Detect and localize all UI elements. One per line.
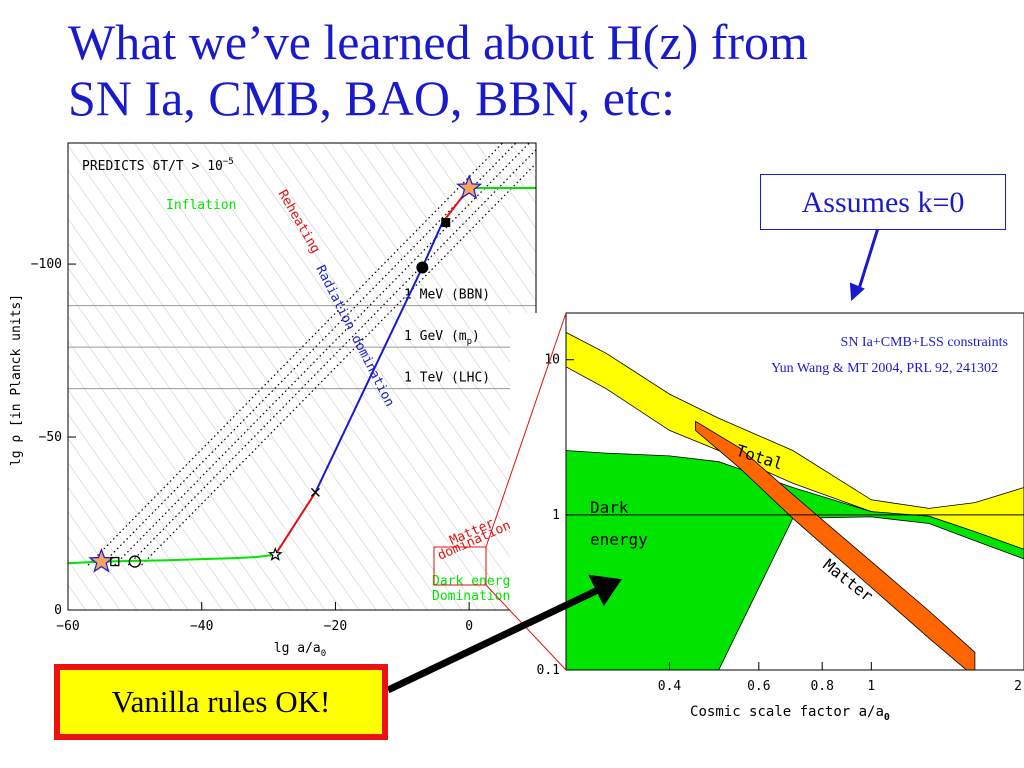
circle-marker — [128, 555, 142, 568]
x-tick-label: 2 — [1014, 679, 1022, 694]
zoom-box — [433, 546, 487, 586]
darkenergy-label-2: Domination — [432, 589, 510, 604]
y-tick-label: 1 — [552, 508, 560, 523]
energy-scale-label: 1 GeV (mp) — [404, 329, 480, 347]
right-areas — [566, 331, 1024, 670]
star-marker — [88, 547, 115, 573]
cross-marker — [310, 487, 320, 497]
x-tick-label: 1 — [867, 679, 875, 694]
filled-square-marker — [441, 218, 451, 228]
y-tick-label: −100 — [31, 257, 62, 272]
callout-arrow-head — [588, 574, 622, 606]
annotation-2: Yun Wang & MT 2004, PRL 92, 241302 — [771, 361, 998, 376]
y-axis-label: lg ρ [in Planck units] — [9, 294, 24, 466]
slide-title-line2: SN Ia, CMB, BAO, BBN, etc: — [68, 70, 675, 126]
inflation-label: Inflation — [166, 198, 236, 213]
dot-marker — [416, 261, 429, 274]
square-marker — [110, 556, 120, 567]
x-tick-label: −60 — [56, 619, 79, 634]
y-tick-label: 0 — [54, 603, 62, 618]
x-tick-label: −20 — [324, 619, 347, 634]
x-tick-label: 0.4 — [658, 679, 682, 694]
dark-energy-label-2: energy — [590, 530, 648, 549]
slide-title-line1: What we’ve learned about H(z) from — [68, 14, 808, 70]
x-tick-label: 0.6 — [747, 679, 770, 694]
vanilla-rules-box: Vanilla rules OK! — [54, 664, 388, 740]
left-plot-area: PREDICTS δT/T > 10−5 1 TeV (LHC) 1 GeV (mp… — [9, 142, 537, 659]
x-tick-label: 0 — [465, 619, 473, 634]
x-axis-label: Cosmic scale factor a/a0 — [690, 704, 890, 723]
y-tick-label: 0.1 — [537, 663, 560, 678]
dark-energy-label-1: Dark — [590, 498, 629, 517]
right-frame — [565, 312, 1024, 671]
small-star-marker — [267, 546, 283, 561]
annotation-1: SN Ia+CMB+LSS constraints — [841, 335, 1008, 350]
y-tick-label: −50 — [39, 430, 62, 445]
x-axis-label: lg a/a0 — [274, 641, 326, 659]
assumes-k0-box: Assumes k=0 — [760, 174, 1006, 230]
band-dark-energy — [566, 450, 1024, 670]
energy-scale-label: 1 MeV (BBN) — [404, 288, 490, 303]
star-marker — [456, 174, 483, 200]
slide-title: What we’ve learned about H(z) from SN Ia… — [68, 14, 968, 126]
note-arrow-head — [849, 282, 865, 302]
callout-arrow-shaft — [386, 586, 600, 694]
zoom-connector-top — [485, 312, 567, 548]
band-label: PREDICTS δT/T > 10−5 — [82, 157, 234, 174]
x-tick-label: −40 — [190, 619, 213, 634]
tracks — [68, 143, 536, 566]
energy-scale-label: 1 TeV (LHC) — [404, 371, 490, 386]
x-tick-label: 0.8 — [810, 679, 833, 694]
plot-hatching — [68, 143, 536, 610]
band-matter — [695, 420, 976, 670]
note-arrow-shaft — [856, 227, 880, 293]
series-reheating — [274, 491, 317, 556]
